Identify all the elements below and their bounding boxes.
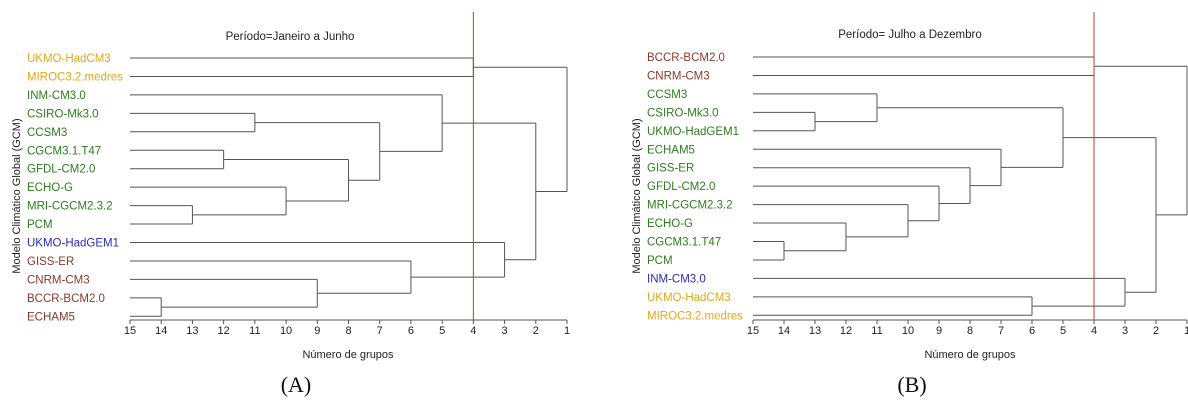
x-tick-label: 12 — [840, 325, 852, 337]
leaf-label: ECHO-G — [27, 182, 73, 194]
dendrogram-panel-b: Período= Julho a Dezembro Modelo Climátic… — [631, 12, 1188, 397]
y-axis-label: Modelo Climático Global (GCM) — [11, 118, 23, 273]
leaf-label: MIROC3.2.medres — [27, 71, 123, 83]
x-tick-label: 13 — [186, 325, 198, 337]
x-tick-label: 7 — [998, 325, 1004, 337]
x-tick-label: 10 — [902, 325, 914, 337]
x-tick-label: 9 — [936, 325, 942, 337]
x-tick-label: 10 — [280, 325, 292, 337]
x-tick-label: 14 — [155, 325, 167, 337]
x-tick-label: 3 — [502, 325, 508, 337]
leaf-label: CNRM-CM3 — [27, 274, 90, 286]
leaf-label: MIROC3.2.medres — [647, 310, 743, 322]
leaf-label: INM-CM3.0 — [27, 90, 86, 102]
leaf-label: BCCR-BCM2.0 — [27, 293, 105, 305]
x-tick-label: 9 — [314, 325, 320, 337]
chart-title: Período= Julho a Dezembro — [838, 29, 982, 41]
y-axis-label: Modelo Climático Global (GCM) — [631, 118, 643, 273]
panel-label: (B) — [897, 372, 926, 397]
x-tick-label: 7 — [377, 325, 383, 337]
leaf-label: GFDL-CM2.0 — [27, 164, 95, 176]
x-tick-label: 11 — [249, 325, 260, 337]
x-tick-label: 2 — [533, 325, 539, 337]
leaf-label: CGCM3.1.T47 — [27, 145, 101, 157]
dendrogram-panel-a: Período=Janeiro a Junho Modelo Climático … — [11, 12, 570, 397]
x-tick-label: 4 — [1091, 325, 1097, 337]
leaf-label: MRI-CGCM2.3.2 — [647, 200, 733, 212]
leaf-label: GFDL-CM2.0 — [647, 181, 715, 193]
x-tick-label: 15 — [747, 325, 759, 337]
chart-title: Período=Janeiro a Junho — [226, 31, 355, 43]
x-tick-label: 8 — [345, 325, 351, 337]
x-tick-label: 15 — [124, 325, 136, 337]
leaf-label: ECHAM5 — [27, 311, 75, 323]
leaf-label: PCM — [647, 255, 673, 267]
x-axis-label: Número de grupos — [302, 349, 394, 361]
leaf-label: PCM — [27, 219, 53, 231]
leaf-label: BCCR-BCM2.0 — [647, 52, 725, 64]
x-tick-label: 3 — [1122, 325, 1128, 337]
leaf-label: ECHO-G — [647, 218, 693, 230]
x-tick-label: 6 — [408, 325, 414, 337]
x-tick-label: 13 — [809, 325, 821, 337]
x-tick-label: 2 — [1153, 325, 1159, 337]
leaf-label: CSIRO-Mk3.0 — [647, 107, 719, 119]
leaf-label: UKMO-HadCM3 — [647, 292, 731, 304]
x-tick-label: 6 — [1029, 325, 1035, 337]
x-tick-label: 4 — [470, 325, 476, 337]
leaf-label: CNRM-CM3 — [647, 70, 710, 82]
x-tick-label: 5 — [439, 325, 445, 337]
leaf-label: UKMO-HadGEM1 — [27, 238, 119, 250]
leaf-label: UKMO-HadCM3 — [27, 53, 111, 65]
x-tick-label: 1 — [564, 325, 570, 337]
leaf-label: GISS-ER — [27, 256, 74, 268]
leaf-label: ECHAM5 — [647, 144, 695, 156]
x-axis-label: Número de grupos — [924, 349, 1016, 361]
leaf-label: GISS-ER — [647, 163, 694, 175]
leaf-label: INM-CM3.0 — [647, 273, 706, 285]
leaf-label: CGCM3.1.T47 — [647, 237, 721, 249]
leaf-label: CCSM3 — [647, 89, 687, 101]
leaf-label: CSIRO-Mk3.0 — [27, 108, 99, 120]
x-tick-label: 11 — [871, 325, 882, 337]
panel-label: (A) — [281, 372, 312, 397]
x-tick-label: 5 — [1060, 325, 1066, 337]
leaf-label: MRI-CGCM2.3.2 — [27, 201, 113, 213]
x-tick-label: 14 — [778, 325, 790, 337]
x-tick-label: 1 — [1184, 325, 1188, 337]
x-tick-label: 8 — [967, 325, 973, 337]
leaf-label: UKMO-HadGEM1 — [647, 126, 739, 138]
leaf-label: CCSM3 — [27, 127, 67, 139]
x-tick-label: 12 — [218, 325, 230, 337]
